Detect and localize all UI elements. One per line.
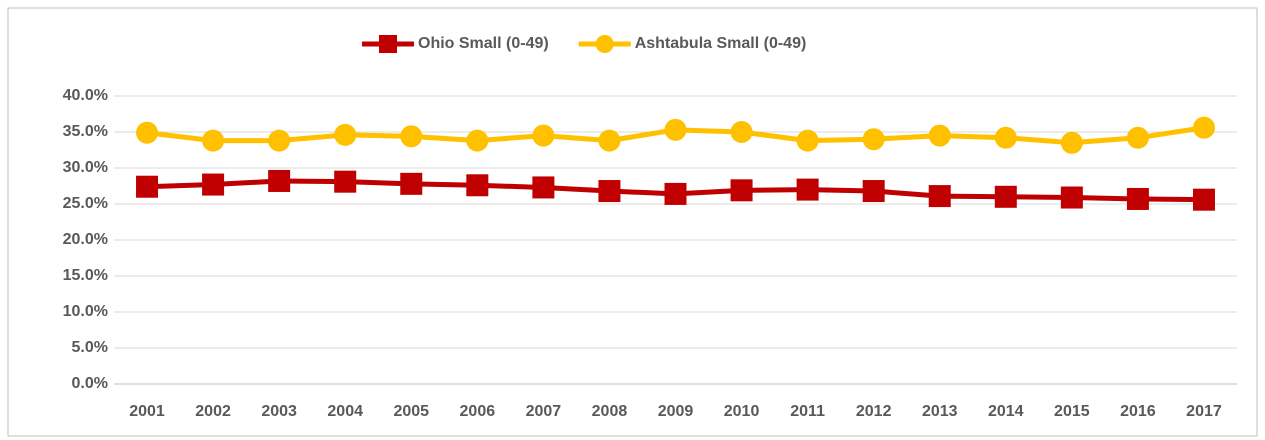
data-point — [730, 121, 753, 143]
data-point — [334, 170, 357, 193]
legend-label: Ashtabula Small (0-49) — [635, 35, 807, 52]
x-tick-label: 2012 — [856, 403, 892, 420]
legend-marker — [595, 35, 614, 53]
x-tick-label: 2002 — [195, 403, 231, 420]
data-point — [136, 175, 159, 198]
data-point — [400, 125, 423, 148]
y-tick-label: 20.0% — [63, 231, 108, 248]
data-point — [202, 173, 225, 196]
data-point — [268, 129, 291, 152]
legend-label: Ohio Small (0-49) — [418, 35, 549, 52]
y-tick-label: 5.0% — [72, 339, 108, 356]
data-point — [994, 185, 1017, 208]
data-point — [1060, 131, 1083, 154]
chart-frame — [7, 7, 1258, 437]
x-tick-label: 2017 — [1186, 403, 1222, 420]
data-point — [1126, 126, 1149, 149]
x-tick-label: 2001 — [129, 403, 165, 420]
data-point — [136, 121, 159, 144]
data-point — [598, 180, 621, 203]
data-point — [1192, 188, 1215, 211]
data-point — [928, 185, 951, 208]
x-tick-label: 2006 — [460, 403, 496, 420]
x-tick-label: 2011 — [790, 403, 825, 420]
data-point — [796, 129, 819, 152]
x-tick-label: 2005 — [393, 403, 429, 420]
data-point — [532, 124, 555, 147]
data-point — [928, 124, 951, 147]
data-point — [994, 126, 1017, 149]
y-tick-label: 40.0% — [63, 87, 108, 104]
data-point — [1060, 186, 1083, 209]
data-point — [334, 123, 357, 146]
x-tick-label: 2015 — [1054, 403, 1090, 420]
data-point — [466, 129, 489, 152]
y-tick-label: 0.0% — [72, 375, 108, 392]
data-point — [1126, 187, 1149, 210]
x-tick-label: 2008 — [592, 403, 628, 420]
data-point — [598, 129, 621, 152]
x-tick-label: 2003 — [261, 403, 297, 420]
y-tick-label: 35.0% — [63, 123, 108, 140]
data-point — [664, 118, 687, 141]
data-point — [532, 176, 555, 199]
y-tick-label: 25.0% — [63, 195, 108, 212]
data-point — [466, 174, 489, 197]
data-point — [862, 180, 885, 203]
data-point — [1192, 116, 1215, 139]
y-tick-label: 15.0% — [63, 267, 108, 284]
data-point — [202, 129, 225, 152]
data-point — [268, 169, 291, 192]
data-point — [730, 179, 753, 202]
x-tick-label: 2009 — [658, 403, 694, 420]
data-point — [862, 128, 885, 151]
data-point — [664, 182, 687, 205]
data-point — [400, 172, 423, 195]
data-point — [796, 178, 819, 201]
x-tick-label: 2007 — [526, 403, 562, 420]
y-tick-label: 30.0% — [63, 159, 108, 176]
x-tick-label: 2016 — [1120, 403, 1156, 420]
legend-marker — [379, 35, 397, 53]
y-tick-label: 10.0% — [63, 303, 108, 320]
x-tick-label: 2010 — [724, 403, 760, 420]
x-tick-label: 2014 — [988, 403, 1024, 420]
x-tick-label: 2013 — [922, 403, 958, 420]
x-tick-label: 2004 — [327, 403, 363, 420]
